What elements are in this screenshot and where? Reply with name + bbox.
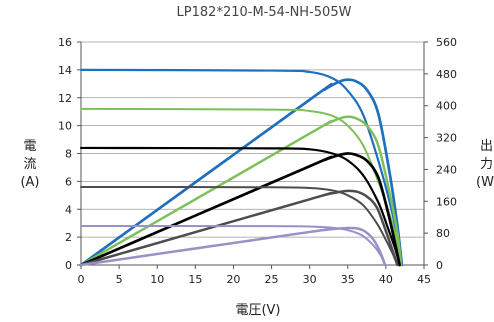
data-series (79, 68, 404, 267)
y-left-tick-label-6: 12 (58, 92, 72, 105)
y-right-tick-label-4: 320 (436, 132, 457, 145)
y-left-tick-label-8: 16 (58, 36, 72, 49)
pv-curve-1 (79, 78, 404, 267)
x-tick-label-4: 20 (226, 273, 240, 286)
y-left-label-char-2: 流 (23, 157, 36, 172)
x-tick-label-3: 15 (188, 273, 202, 286)
x-tick-label-1: 5 (116, 273, 123, 286)
axes (77, 41, 428, 269)
y-left-label-char-1: 電 (23, 139, 36, 154)
x-tick-label-8: 40 (379, 273, 393, 286)
x-tick-label-7: 35 (341, 273, 355, 286)
y-right-tick-label-3: 240 (436, 163, 457, 176)
y-left-tick-label-0: 0 (65, 259, 72, 272)
y-left-tick-label-5: 10 (58, 120, 72, 133)
y-right-tick-label-5: 400 (436, 100, 457, 113)
y-right-tick-label-0: 0 (436, 259, 443, 272)
iv-curve-1 (79, 68, 403, 267)
y-right-tick-label-1: 80 (436, 227, 450, 240)
y-right-label-char-2: 力 (480, 157, 493, 172)
y-left-tick-label-1: 2 (65, 231, 72, 244)
y-left-tick-label-4: 8 (65, 148, 72, 161)
y-right-label-char-1: 出 (480, 139, 493, 154)
tick-labels: 0 5 10 15 20 25 30 35 40 450246810121416080160240… (58, 36, 457, 286)
x-tick-label-6: 30 (303, 273, 317, 286)
y-left-label-char-3: (A) (20, 175, 39, 190)
gridlines (81, 41, 424, 266)
iv-curve-4 (80, 185, 399, 266)
y-right-tick-label-2: 160 (436, 195, 457, 208)
x-tick-label-5: 25 (265, 273, 279, 286)
x-tick-label-0: 0 (78, 273, 85, 286)
chart-title: LP182*210-M-54-NH-505W (177, 5, 352, 20)
iv-curve-2 (80, 107, 403, 266)
y-right-tick-label-7: 560 (436, 36, 457, 49)
y-right-label-char-3: (W (476, 175, 494, 190)
y-left-tick-label-2: 4 (65, 203, 72, 216)
pv-curve-3 (79, 152, 401, 267)
iv-curve-3 (79, 146, 401, 267)
x-axis-label: 電圧(V) (235, 303, 280, 318)
x-tick-label-9: 45 (417, 273, 431, 286)
pv-curve-2 (79, 115, 403, 267)
pv-curve-5 (79, 226, 387, 267)
pv-curve-4 (79, 189, 399, 267)
y-left-tick-label-3: 6 (65, 175, 72, 188)
y-right-tick-label-6: 480 (436, 68, 457, 81)
y-left-tick-label-7: 14 (58, 64, 72, 77)
x-tick-label-2: 10 (150, 273, 164, 286)
